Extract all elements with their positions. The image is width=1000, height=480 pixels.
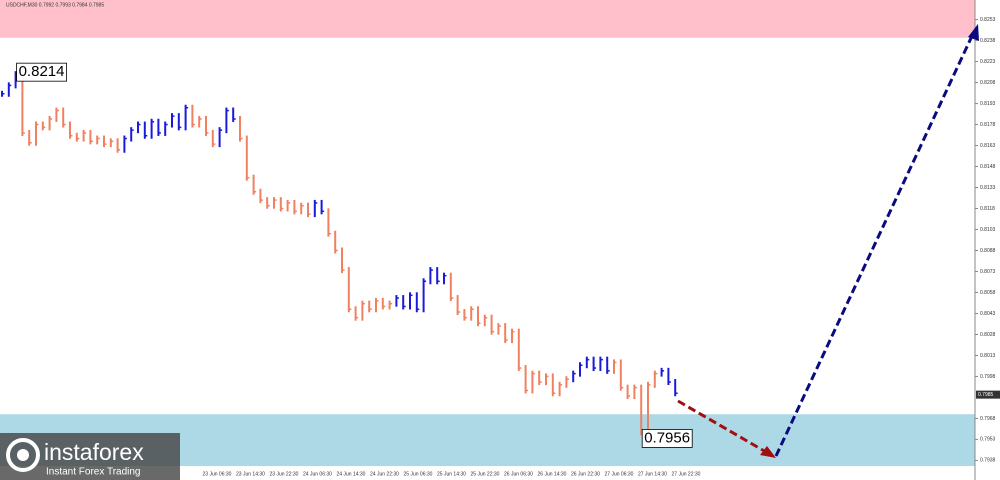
y-tick-label: 0.8103 xyxy=(980,227,996,233)
y-tick-label: 0.8133 xyxy=(980,185,996,191)
y-tick-label: 0.8043 xyxy=(980,311,996,317)
x-tick-label: 23 Jun 22:30 xyxy=(270,471,299,477)
x-tick-label: 24 Jun 14:30 xyxy=(337,471,366,477)
last-price: 0.7985 xyxy=(978,392,994,398)
arrow-head xyxy=(760,446,776,458)
last-price-box xyxy=(976,390,1000,399)
y-tick-label: 0.7938 xyxy=(980,458,996,464)
y-tick-label: 0.8223 xyxy=(980,59,996,65)
x-tick-label: 26 Jun 22:30 xyxy=(571,471,600,477)
x-tick-label: 23 Jun 14:30 xyxy=(236,471,265,477)
chart-title: USDCHF,M30 0.7992 0.7993 0.7984 0.7985 xyxy=(6,2,104,8)
logo-tagline: Instant Forex Trading xyxy=(46,467,141,478)
arrow-up xyxy=(774,35,974,457)
y-tick-label: 0.8163 xyxy=(980,143,996,149)
bars xyxy=(1,71,678,436)
x-tick-label: 25 Jun 22:30 xyxy=(471,471,500,477)
annotation-box xyxy=(641,429,693,448)
x-tick-label: 25 Jun 06:30 xyxy=(404,471,433,477)
x-tick-label: 26 Jun 06:30 xyxy=(504,471,533,477)
y-tick-label: 0.8058 xyxy=(980,290,996,296)
y-tick-label: 0.8253 xyxy=(980,17,996,23)
y-tick-label: 0.8013 xyxy=(980,353,996,359)
y-tick-label: 0.8028 xyxy=(980,332,996,338)
logo-name: instaforex xyxy=(44,439,144,465)
y-tick-label: 0.8208 xyxy=(980,80,996,86)
x-tick-label: 23 Jun 06:30 xyxy=(203,471,232,477)
y-tick-label: 0.7968 xyxy=(980,416,996,422)
arrow-down xyxy=(677,399,767,454)
x-tick-label: 27 Jun 14:30 xyxy=(638,471,667,477)
y-tick-label: 0.8193 xyxy=(980,101,996,107)
logo: instaforex Instant Forex Trading xyxy=(0,433,180,480)
annotation-box xyxy=(16,62,68,82)
zone xyxy=(0,0,975,38)
x-tick-label: 24 Jun 22:30 xyxy=(370,471,399,477)
y-tick-label: 0.8088 xyxy=(980,248,996,254)
annotation: 0.8214 xyxy=(19,63,65,80)
y-tick-label: 0.8118 xyxy=(980,206,995,212)
y-tick-label: 0.7998 xyxy=(980,374,996,380)
x-tick-label: 24 Jun 06:30 xyxy=(303,471,332,477)
x-tick-label: 26 Jun 14:30 xyxy=(538,471,567,477)
annotation: 0.7956 xyxy=(644,429,690,446)
zones xyxy=(0,0,975,467)
y-tick-label: 0.8148 xyxy=(980,164,996,170)
y-tick-label: 0.8178 xyxy=(980,122,996,128)
forecast-arrows xyxy=(677,24,979,458)
y-tick-label: 0.8238 xyxy=(980,38,996,44)
x-tick-label: 27 Jun 22:30 xyxy=(672,471,701,477)
logo-icon xyxy=(6,438,40,472)
x-tick-label: 27 Jun 06:30 xyxy=(605,471,634,477)
x-tick-label: 25 Jun 14:30 xyxy=(437,471,466,477)
arrow-head xyxy=(968,24,979,41)
logo-icon xyxy=(17,449,29,461)
y-tick-label: 0.7953 xyxy=(980,437,996,443)
y-tick-label: 0.8073 xyxy=(980,269,996,275)
